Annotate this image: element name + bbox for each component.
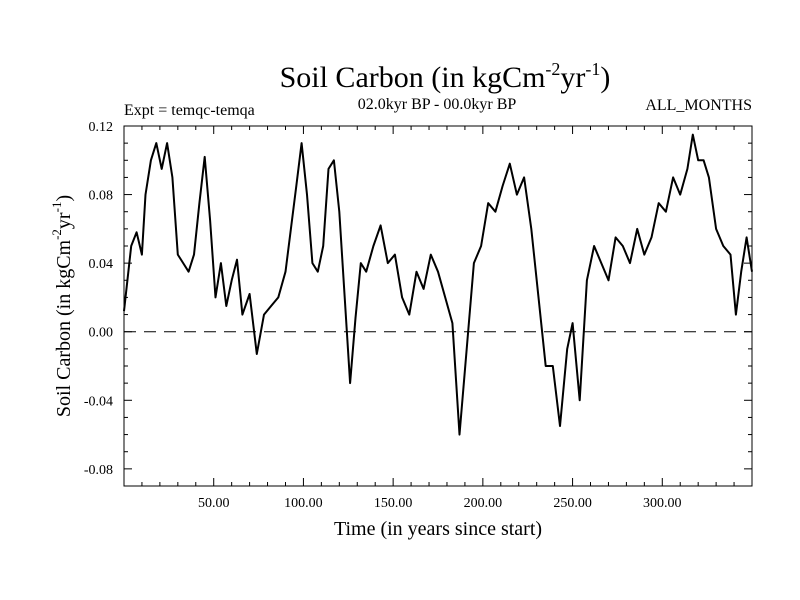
y-tick-label: 0.04 bbox=[89, 257, 114, 272]
y-label-main: Soil Carbon (in kgCm bbox=[53, 239, 75, 417]
y-tick-label: 0.12 bbox=[89, 120, 114, 135]
minor-ticks bbox=[124, 126, 752, 486]
plot-frame bbox=[123, 125, 753, 487]
y-tick-label: -0.04 bbox=[84, 394, 113, 409]
x-tick-label: 250.00 bbox=[553, 496, 592, 511]
chart-title-mid: yr bbox=[560, 61, 585, 94]
subtitle-months: ALL_MONTHS bbox=[645, 97, 752, 114]
chart-title-sup1: -2 bbox=[545, 59, 560, 79]
y-label-end: ) bbox=[53, 195, 75, 202]
x-tick-label: 100.00 bbox=[284, 496, 323, 511]
subtitle-time-range: 02.0kyr BP - 00.0kyr BP bbox=[358, 96, 517, 113]
soil-carbon-series-line bbox=[123, 133, 753, 436]
y-axis-ticks: -0.08 -0.04 0.00 0.04 0.08 0.12 bbox=[84, 120, 752, 478]
x-axis-label: Time (in years since start) bbox=[334, 518, 542, 540]
chart-title-end: ) bbox=[600, 61, 610, 94]
x-axis-ticks: 50.00 100.00 150.00 200.00 250.00 300.00 bbox=[198, 126, 682, 511]
y-tick-label: -0.08 bbox=[84, 463, 113, 478]
x-tick-label: 200.00 bbox=[464, 496, 503, 511]
chart-title-main: Soil Carbon (in kgCm bbox=[280, 61, 546, 94]
x-tick-label: 300.00 bbox=[643, 496, 682, 511]
y-label-sup1: -2 bbox=[49, 229, 64, 240]
chart-title-sup2: -1 bbox=[585, 59, 600, 79]
y-label-mid: yr bbox=[53, 212, 75, 229]
y-tick-label: 0.08 bbox=[89, 189, 114, 204]
subtitle-experiment: Expt = temqc-temqa bbox=[124, 102, 255, 119]
chart-title: Soil Carbon (in kgCm-2yr-1) bbox=[280, 59, 611, 94]
x-tick-label: 150.00 bbox=[374, 496, 413, 511]
y-tick-label: 0.00 bbox=[89, 326, 114, 341]
y-label-sup2: -1 bbox=[49, 202, 64, 213]
x-tick-label: 50.00 bbox=[198, 496, 230, 511]
y-axis-label: Soil Carbon (in kgCm-2yr-1) bbox=[49, 195, 75, 417]
